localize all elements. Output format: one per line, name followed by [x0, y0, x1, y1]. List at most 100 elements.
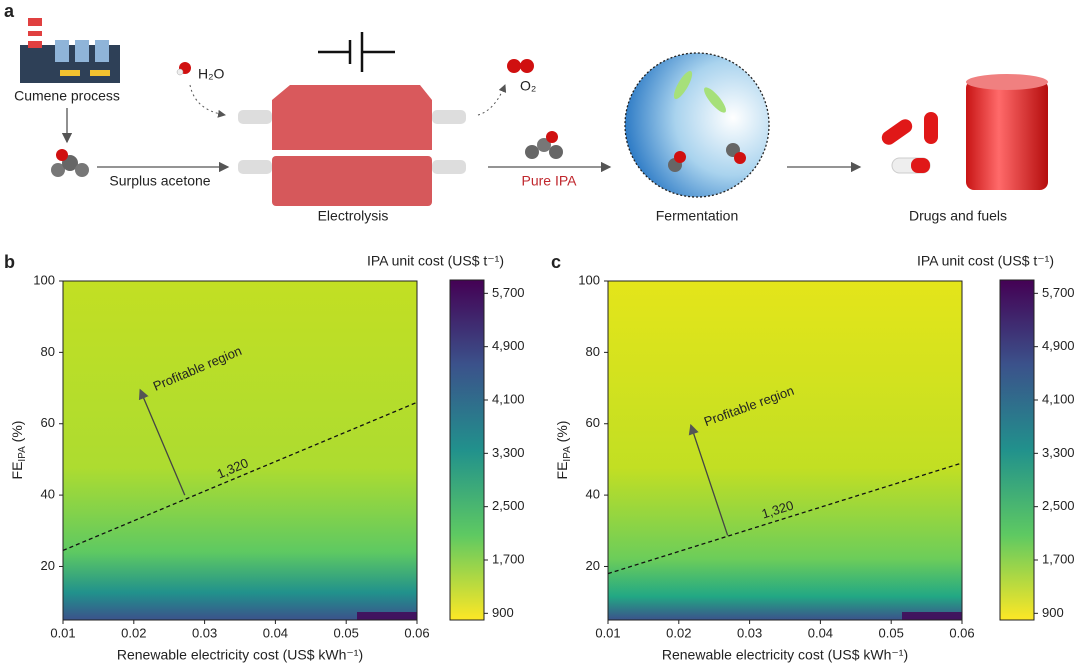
label: Cumene process [14, 88, 120, 104]
tank [75, 40, 89, 62]
x-tick-label: 0.05 [879, 625, 904, 640]
y-axis-label: FEIPA (%) [9, 421, 28, 480]
x-tick-label: 0.03 [192, 625, 217, 640]
tank [55, 40, 69, 62]
electrolyzer-block [272, 156, 432, 206]
atom [56, 149, 68, 161]
x-axis-label: Renewable electricity cost (US$ kWh⁻¹) [117, 647, 363, 663]
x-tick-label: 0.04 [263, 625, 288, 640]
colorbar-title: IPA unit cost (US$ t⁻¹) [367, 253, 504, 269]
y-label-rest: (%) [9, 421, 25, 447]
colorbar-tick-label: 2,500 [492, 498, 525, 513]
x-axis-label: Renewable electricity cost (US$ kWh⁻¹) [662, 647, 908, 663]
plot-frame [62, 280, 418, 621]
pipe [238, 110, 272, 124]
colorbar-tick-label: 900 [1042, 605, 1064, 620]
x-tick-label: 0.04 [808, 625, 833, 640]
atom [51, 163, 65, 177]
electrolyzer-block [272, 85, 432, 150]
window [90, 70, 110, 76]
heatmap-panel: 0.01 0.02 0.03 0.04 0.05 0.06 20 40 60 80 100 Renew… [554, 253, 1075, 663]
chimney-stripe [28, 36, 42, 41]
panel-label: c [551, 252, 561, 272]
atom [520, 59, 534, 73]
chimney [28, 18, 42, 48]
y-tick-label: 60 [41, 415, 55, 430]
tank [95, 40, 109, 62]
atom [537, 138, 551, 152]
heatmap-panel: 0.01 0.02 0.03 0.04 0.05 0.06 20 40 60 80 100 Renew… [9, 253, 525, 663]
y-label-main: FE [554, 462, 570, 480]
window [60, 70, 80, 76]
label: Electrolysis [318, 208, 389, 224]
label: Drugs and fuels [909, 208, 1007, 224]
colorbar-tick-label: 1,700 [492, 551, 525, 566]
barrel [966, 80, 1048, 190]
y-tick-label: 40 [41, 487, 55, 502]
label: O₂ [520, 78, 536, 94]
barrel-top [966, 74, 1048, 90]
label: Pure IPA [522, 173, 578, 189]
x-tick-label: 0.06 [949, 625, 974, 640]
pill [881, 119, 913, 145]
y-axis-label: FEIPA (%) [554, 421, 573, 480]
x-tick-label: 0.06 [404, 625, 429, 640]
colorbar-tick-label: 1,700 [1042, 551, 1075, 566]
arrow [477, 84, 507, 116]
atom [546, 131, 558, 143]
y-label-sub: IPA [17, 446, 28, 462]
colorbar-title: IPA unit cost (US$ t⁻¹) [917, 253, 1054, 269]
label: Surplus acetone [109, 173, 210, 189]
colorbar-tick-label: 4,100 [492, 391, 525, 406]
microbe [704, 87, 726, 113]
y-tick-label: 40 [586, 487, 600, 502]
schematic: Cumene process Surplus acetone H₂O Elect… [14, 18, 1048, 224]
x-tick-label: 0.02 [666, 625, 691, 640]
atom [734, 152, 746, 164]
y-tick-label: 80 [586, 344, 600, 359]
atom [674, 151, 686, 163]
y-tick-label: 100 [578, 272, 600, 287]
y-label-main: FE [9, 462, 25, 480]
colorbar-tick-label: 4,100 [1042, 391, 1075, 406]
annotation-arrow [688, 423, 729, 536]
x-tick-label: 0.03 [737, 625, 762, 640]
y-label-rest: (%) [554, 421, 570, 447]
colorbar-tick-label: 4,900 [492, 338, 525, 353]
label: H₂O [198, 66, 225, 82]
y-tick-label: 100 [33, 272, 55, 287]
colorbar-tick-label: 4,900 [1042, 338, 1075, 353]
label: Fermentation [656, 208, 738, 224]
atom [176, 68, 184, 76]
colorbar [999, 279, 1035, 621]
pill [924, 112, 938, 144]
chimney-stripe [28, 26, 42, 31]
colorbar-tick-label: 3,300 [492, 445, 525, 460]
x-tick-label: 0.05 [334, 625, 359, 640]
atom [525, 145, 539, 159]
atom [507, 59, 521, 73]
heatmap [63, 281, 417, 620]
heatmap-corner [357, 612, 417, 620]
x-tick-label: 0.01 [595, 625, 620, 640]
annotation-arrow [138, 388, 186, 496]
colorbar-tick-label: 5,700 [492, 285, 525, 300]
pipe [238, 160, 272, 174]
fermenter [624, 52, 770, 198]
y-tick-label: 20 [586, 558, 600, 573]
colorbar-tick-label: 2,500 [1042, 498, 1075, 513]
pipe [432, 160, 466, 174]
colorbar-tick-label: 5,700 [1042, 285, 1075, 300]
plot-frame [607, 280, 963, 621]
y-tick-label: 20 [41, 558, 55, 573]
y-tick-label: 60 [586, 415, 600, 430]
colorbar-tick-label: 900 [492, 605, 514, 620]
colorbar [449, 279, 485, 621]
panel-label: b [4, 252, 15, 272]
panel-label: a [4, 1, 15, 21]
pill [911, 158, 930, 173]
arrow [189, 84, 226, 118]
x-tick-label: 0.02 [121, 625, 146, 640]
contour-line [607, 462, 963, 575]
